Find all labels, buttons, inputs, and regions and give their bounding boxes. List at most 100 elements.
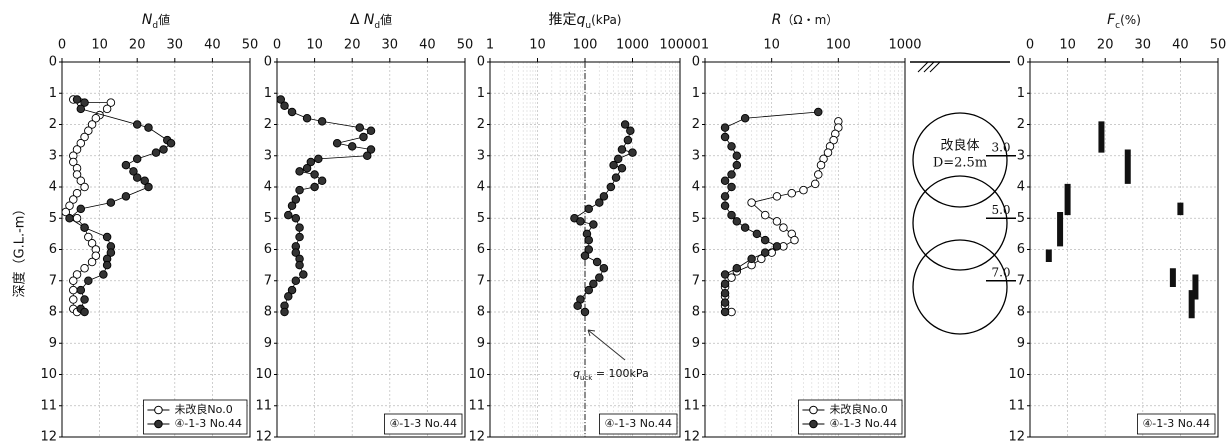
data-point bbox=[753, 230, 761, 238]
data-point bbox=[593, 258, 601, 266]
range-bar bbox=[1177, 203, 1183, 216]
data-point bbox=[590, 221, 598, 229]
ground-hatch bbox=[918, 62, 940, 72]
data-point bbox=[721, 299, 729, 307]
data-point bbox=[728, 143, 736, 151]
y-tick-label: 6 bbox=[49, 242, 57, 257]
y-tick-label: 10 bbox=[1008, 367, 1025, 382]
data-point bbox=[728, 211, 736, 219]
data-point bbox=[773, 218, 781, 226]
y-tick-label: 9 bbox=[1017, 336, 1025, 351]
y-tick-label: 2 bbox=[1017, 117, 1025, 132]
data-point bbox=[318, 118, 326, 126]
y-tick-label: 0 bbox=[692, 55, 700, 70]
data-point bbox=[814, 171, 822, 179]
data-point bbox=[721, 271, 729, 279]
data-point bbox=[152, 149, 160, 157]
data-point bbox=[367, 127, 375, 135]
data-point bbox=[311, 183, 319, 191]
data-point bbox=[315, 155, 323, 163]
data-point bbox=[77, 286, 85, 294]
legend: ④-1-3 No.44 bbox=[599, 414, 677, 434]
data-point bbox=[107, 199, 115, 207]
x-tick-label: 20 bbox=[129, 38, 146, 53]
range-bar bbox=[1046, 250, 1052, 263]
y-tick-label: 10 bbox=[468, 367, 485, 382]
y-tick-label: 9 bbox=[49, 336, 57, 351]
data-point bbox=[69, 286, 77, 294]
data-point bbox=[761, 211, 769, 219]
data-point bbox=[296, 261, 304, 269]
depth-label: 3.0 bbox=[991, 140, 1010, 154]
x-tick-label: 20 bbox=[344, 38, 361, 53]
y-tick-label: 3 bbox=[692, 148, 700, 163]
data-point bbox=[69, 296, 77, 304]
legend-symbol bbox=[810, 420, 818, 428]
x-tick-label: 40 bbox=[1172, 38, 1189, 53]
data-point bbox=[585, 205, 593, 213]
data-point bbox=[733, 218, 741, 226]
x-tick-label: 1000 bbox=[888, 38, 921, 53]
data-point bbox=[296, 186, 304, 194]
data-point bbox=[624, 136, 632, 144]
data-point bbox=[292, 214, 300, 222]
data-point bbox=[103, 105, 111, 113]
chart-title: Nd値 bbox=[142, 12, 170, 31]
title-part: Δ bbox=[350, 12, 364, 28]
data-point bbox=[618, 146, 626, 154]
data-point bbox=[288, 108, 296, 116]
y-tick-label: 1 bbox=[49, 86, 57, 101]
data-point bbox=[81, 296, 89, 304]
y-tick-label: 12 bbox=[1008, 430, 1025, 442]
x-tick-label: 50 bbox=[242, 38, 259, 53]
depth-label: 7.0 bbox=[991, 265, 1010, 279]
data-point bbox=[69, 277, 77, 285]
x-tick-label: 40 bbox=[419, 38, 436, 53]
title-part: R bbox=[772, 12, 782, 28]
chart-title: 推定qu(kPa) bbox=[549, 12, 622, 31]
data-point bbox=[133, 174, 141, 182]
data-point bbox=[160, 146, 168, 154]
y-tick-label: 7 bbox=[49, 273, 57, 288]
data-point bbox=[780, 224, 788, 232]
x-tick-label: 0 bbox=[1026, 38, 1034, 53]
y-tick-label: 3 bbox=[477, 148, 485, 163]
x-tick-label: 10 bbox=[91, 38, 108, 53]
y-tick-label: 10 bbox=[40, 367, 57, 382]
y-tick-label: 6 bbox=[477, 242, 485, 257]
annotation: quck = 100kPa bbox=[573, 367, 649, 382]
data-point bbox=[292, 277, 300, 285]
title-part: 推定 bbox=[549, 12, 577, 28]
data-point bbox=[773, 243, 781, 251]
data-point bbox=[610, 161, 618, 169]
data-point bbox=[100, 271, 108, 279]
data-point bbox=[621, 121, 629, 129]
x-tick-label: 100 bbox=[573, 38, 598, 53]
y-tick-label: 3 bbox=[264, 148, 272, 163]
range-bar bbox=[1125, 150, 1131, 184]
data-point bbox=[612, 174, 620, 182]
data-point bbox=[728, 183, 736, 191]
y-tick-label: 0 bbox=[1017, 55, 1025, 70]
data-point bbox=[733, 264, 741, 272]
data-point bbox=[761, 236, 769, 244]
y-tick-label: 0 bbox=[49, 55, 57, 70]
y-tick-label: 0 bbox=[477, 55, 485, 70]
data-point bbox=[741, 114, 749, 122]
y-tick-label: 0 bbox=[264, 55, 272, 70]
data-point bbox=[761, 249, 769, 257]
data-point bbox=[81, 308, 89, 316]
data-point bbox=[595, 274, 603, 282]
title-part: （Ω・m） bbox=[781, 13, 838, 27]
data-point bbox=[721, 202, 729, 210]
range-bar bbox=[1098, 121, 1104, 152]
chart: 深度（G.L.-m） 改良体 D=2.5m Nd値010203040500123… bbox=[0, 0, 1230, 441]
data-point bbox=[303, 114, 311, 122]
y-tick-label: 2 bbox=[477, 117, 485, 132]
data-point bbox=[122, 161, 130, 169]
data-point bbox=[288, 202, 296, 210]
data-point bbox=[581, 252, 589, 260]
x-tick-label: 10000 bbox=[659, 38, 700, 53]
data-point bbox=[81, 183, 89, 191]
x-tick-label: 50 bbox=[457, 38, 474, 53]
